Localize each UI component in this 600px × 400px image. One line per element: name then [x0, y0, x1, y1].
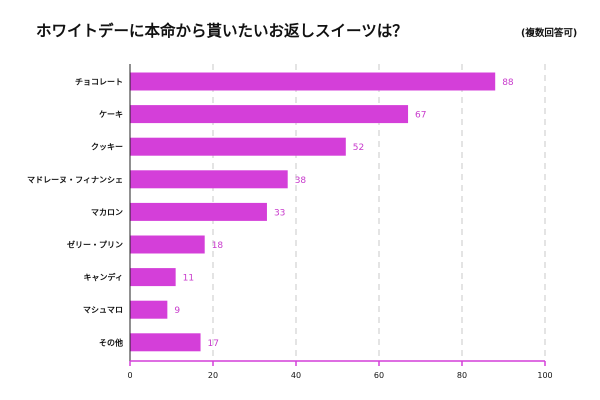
value-label-0: 88: [502, 78, 514, 88]
category-label-1: ケーキ: [99, 110, 123, 119]
bar-8: [130, 333, 201, 352]
category-label-6: キャンディ: [84, 272, 123, 282]
bar-1: [130, 105, 409, 124]
value-label-4: 33: [274, 208, 285, 218]
value-label-5: 18: [212, 241, 224, 251]
x-tick-label-5: 100: [537, 371, 552, 380]
bar-0: [130, 72, 496, 91]
value-label-1: 67: [415, 111, 426, 121]
category-label-4: マカロン: [91, 208, 123, 217]
bars: チョコレート 88 ケーキ 67 クッキー 52 マドレーヌ・フィナンシェ 38 マカロン 33 ゼ…: [27, 72, 514, 352]
chart-title: ホワイトデーに本命から貰いたいお返しスイーツは？: [36, 21, 408, 40]
value-label-7: 9: [174, 306, 180, 316]
value-label-3: 38: [295, 176, 307, 186]
category-label-2: クッキー: [91, 142, 123, 152]
category-label-8: その他: [99, 337, 123, 347]
value-label-8: 17: [208, 339, 219, 349]
x-tick-label-0: 0: [127, 371, 132, 380]
axes: 0 20 40 60 80 100: [127, 64, 553, 380]
value-label-2: 52: [353, 143, 364, 153]
bar-2: [130, 137, 346, 156]
x-tick-label-4: 80: [457, 371, 467, 380]
category-label-3: マドレーヌ・フィナンシェ: [27, 175, 123, 184]
value-label-6: 11: [183, 274, 194, 284]
x-tick-label-3: 60: [374, 371, 384, 380]
category-label-0: チョコレート: [75, 78, 123, 87]
category-label-7: マシュマロ: [83, 306, 123, 315]
x-tick-label-2: 40: [291, 371, 301, 380]
chart-subtitle: (複数回答可): [521, 27, 577, 39]
category-label-5: ゼリー・プリン: [67, 240, 123, 250]
bar-7: [130, 300, 168, 319]
x-tick-label-1: 20: [208, 371, 218, 380]
bar-5: [130, 235, 205, 254]
bar-4: [130, 202, 267, 221]
bar-6: [130, 268, 176, 287]
bar-3: [130, 170, 288, 189]
